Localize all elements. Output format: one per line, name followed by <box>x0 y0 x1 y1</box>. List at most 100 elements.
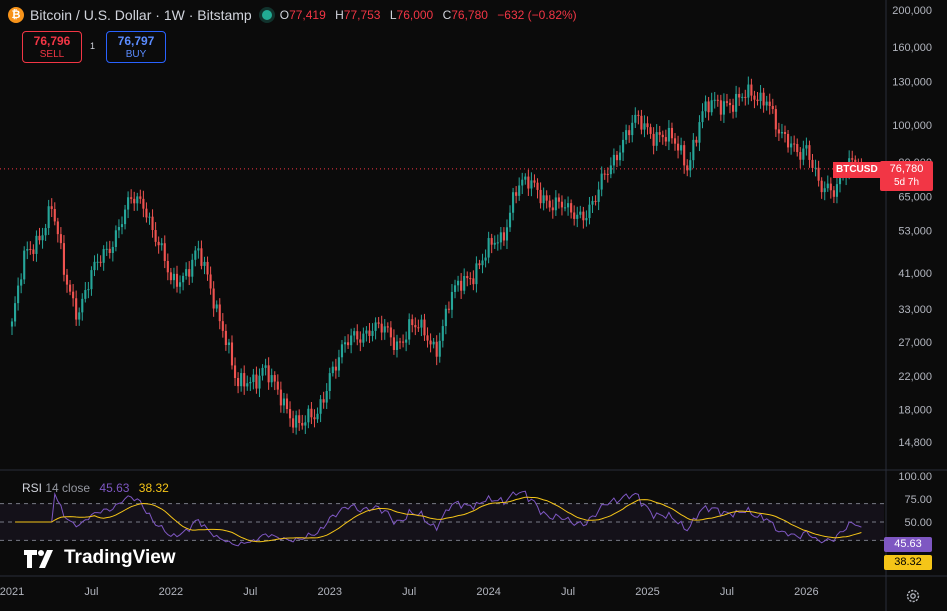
candle-body <box>377 322 380 324</box>
candle-body <box>157 241 160 246</box>
rsi-axis-label: 100.00 <box>898 471 932 483</box>
change-value: −632 (−0.82%) <box>497 8 577 22</box>
candle-body <box>453 285 457 292</box>
candle-body <box>307 408 310 423</box>
x-tick-label: Jul <box>84 586 98 598</box>
x-tick-label: 2023 <box>318 586 342 598</box>
candle-body <box>487 238 490 258</box>
candle-body <box>215 304 218 309</box>
candle-body <box>640 115 643 130</box>
candle-body <box>680 145 683 151</box>
candle-body <box>347 342 350 346</box>
candle-body <box>646 123 649 128</box>
rsi-ma-line <box>15 496 862 543</box>
candle-body <box>762 92 765 106</box>
candle-body <box>808 145 811 160</box>
candle-body <box>802 148 805 160</box>
candle-body <box>545 195 548 201</box>
candle-body <box>218 304 221 322</box>
candle-body <box>72 291 75 299</box>
candle-body <box>322 399 325 403</box>
candle-body <box>735 93 738 112</box>
sell-button[interactable]: 76,796 SELL <box>22 31 82 63</box>
candle-body <box>606 173 609 175</box>
rsi-legend[interactable]: RSI 14 close 45.63 38.32 <box>22 481 169 495</box>
candle-body <box>93 261 96 271</box>
open-value: 77,419 <box>289 8 326 22</box>
candle-body <box>622 139 625 153</box>
candle-body <box>316 413 319 420</box>
candle-body <box>432 341 435 345</box>
candle-body <box>716 99 719 101</box>
candle-body <box>26 248 29 251</box>
candle-body <box>823 188 826 193</box>
candle-body <box>655 132 658 146</box>
buy-button[interactable]: 76,797 BUY <box>106 31 166 63</box>
y-tick-label: 100,000 <box>892 120 932 132</box>
candle-body <box>151 216 154 231</box>
candle-body <box>127 197 130 210</box>
candle-body <box>783 132 787 134</box>
rsi-settings: 14 close <box>45 481 91 495</box>
candle-body <box>579 211 582 215</box>
tradingview-logo[interactable]: TradingView <box>24 547 176 569</box>
candle-body <box>270 375 273 383</box>
candle-body <box>328 373 331 391</box>
candle-body <box>567 203 570 208</box>
y-tick-label: 65,000 <box>898 191 932 203</box>
candle-body <box>612 154 615 166</box>
candle-body <box>832 190 835 197</box>
y-tick-label: 22,000 <box>898 371 932 383</box>
symbol-price-label: BTCUSD <box>833 161 881 178</box>
candle-body <box>582 211 585 221</box>
candle-body <box>774 109 777 130</box>
candle-body <box>683 145 686 166</box>
candle-body <box>392 337 395 350</box>
candle-body <box>475 263 478 285</box>
candle-body <box>188 269 191 277</box>
ohlc-values: O77,419 H77,753 L76,000 C76,780 −632 (−0… <box>279 8 577 22</box>
candle-body <box>515 192 518 196</box>
candle-body <box>536 182 539 190</box>
rsi-name: RSI <box>22 481 43 495</box>
candle-body <box>252 374 255 383</box>
candle-body <box>811 159 814 168</box>
rsi-value-tag: 45.63 <box>884 537 932 552</box>
candle-body <box>261 367 264 376</box>
candle-body <box>237 377 240 387</box>
candle-body <box>502 232 505 241</box>
gear-icon[interactable] <box>905 588 921 604</box>
candle-body <box>105 248 108 250</box>
candle-body <box>78 312 81 320</box>
candle-body <box>576 214 579 219</box>
candle-body <box>649 127 652 134</box>
candle-body <box>521 179 524 186</box>
rsi-ma-value: 38.32 <box>138 481 169 495</box>
candle-body <box>84 290 87 299</box>
candle-body <box>114 230 117 247</box>
candle-body <box>65 274 69 285</box>
candle-body <box>618 152 622 161</box>
candle-body <box>450 291 454 310</box>
candle-body <box>695 139 698 143</box>
candle-body <box>145 208 148 218</box>
candle-body <box>512 192 515 213</box>
candle-body <box>728 102 732 106</box>
candle-body <box>172 273 176 281</box>
candles <box>10 76 863 435</box>
candle-body <box>570 203 573 213</box>
candle-body <box>203 261 206 266</box>
candle-body <box>163 243 166 261</box>
candle-body <box>741 96 744 98</box>
candle-body <box>182 275 185 283</box>
candle-body <box>276 381 279 390</box>
candle-body <box>337 357 340 371</box>
candle-body <box>10 321 14 327</box>
x-tick-label: 2022 <box>159 586 183 598</box>
candle-body <box>438 340 441 357</box>
candle-body <box>139 196 142 199</box>
symbol-title[interactable]: Bitcoin / U.S. Dollar · 1W · Bitstamp <box>30 7 252 23</box>
candle-body <box>518 185 521 196</box>
candle-body <box>175 273 179 287</box>
